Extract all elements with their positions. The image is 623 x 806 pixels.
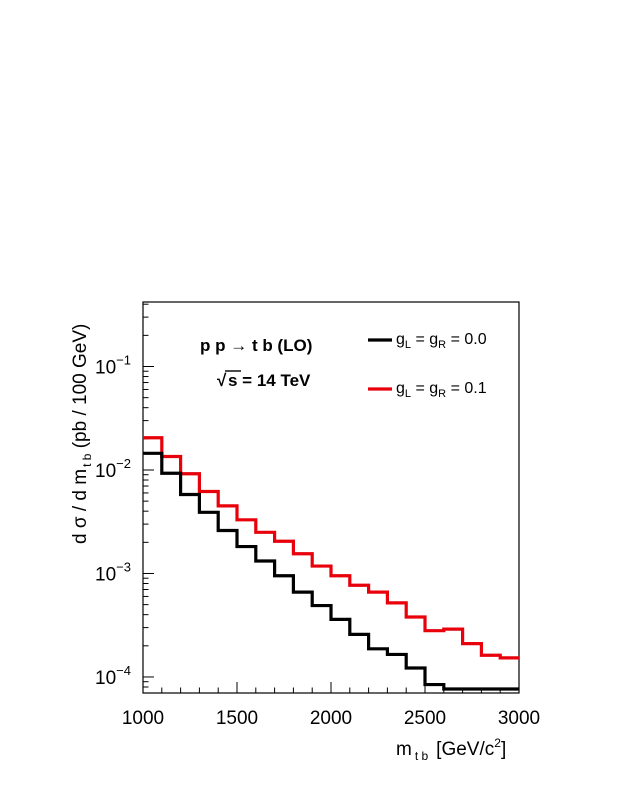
x-tick-label: 1500 — [216, 708, 258, 729]
x-tick-label: 1000 — [122, 708, 164, 729]
y-tick-label: 10−4 — [95, 663, 131, 689]
y-tick-label: 10−3 — [95, 559, 131, 585]
legend: gL = gR = 0.0 gL = gR = 0.1 — [368, 331, 487, 400]
legend-label-series-0: gL = gR = 0.0 — [396, 331, 487, 351]
y-tick-labels: 10−4 10−3 10−2 10−1 — [95, 352, 131, 688]
y-axis-title: d σ / d mt b (pb / 100 GeV) — [70, 324, 94, 544]
y-tick-label: 10−1 — [95, 352, 131, 378]
energy-annotation: √ s = 14 TeV — [217, 370, 311, 390]
legend-label-series-1: gL = gR = 0.1 — [396, 380, 487, 400]
x-tick-labels: 1000 1500 2000 2500 3000 — [122, 708, 540, 729]
series-line-0 — [143, 451, 519, 691]
process-annotation: p p → t b (LO) — [200, 336, 312, 355]
x-tick-label: 2000 — [310, 708, 352, 729]
energy-text: s = 14 TeV — [228, 371, 311, 390]
x-tick-label: 2500 — [404, 708, 446, 729]
energy-root-symbol: √ — [217, 371, 227, 390]
x-tick-label: 3000 — [498, 708, 540, 729]
y-tick-label: 10−2 — [95, 456, 131, 482]
series-line-1 — [143, 436, 519, 660]
axis-ticks — [142, 303, 520, 694]
series-group — [143, 436, 519, 691]
